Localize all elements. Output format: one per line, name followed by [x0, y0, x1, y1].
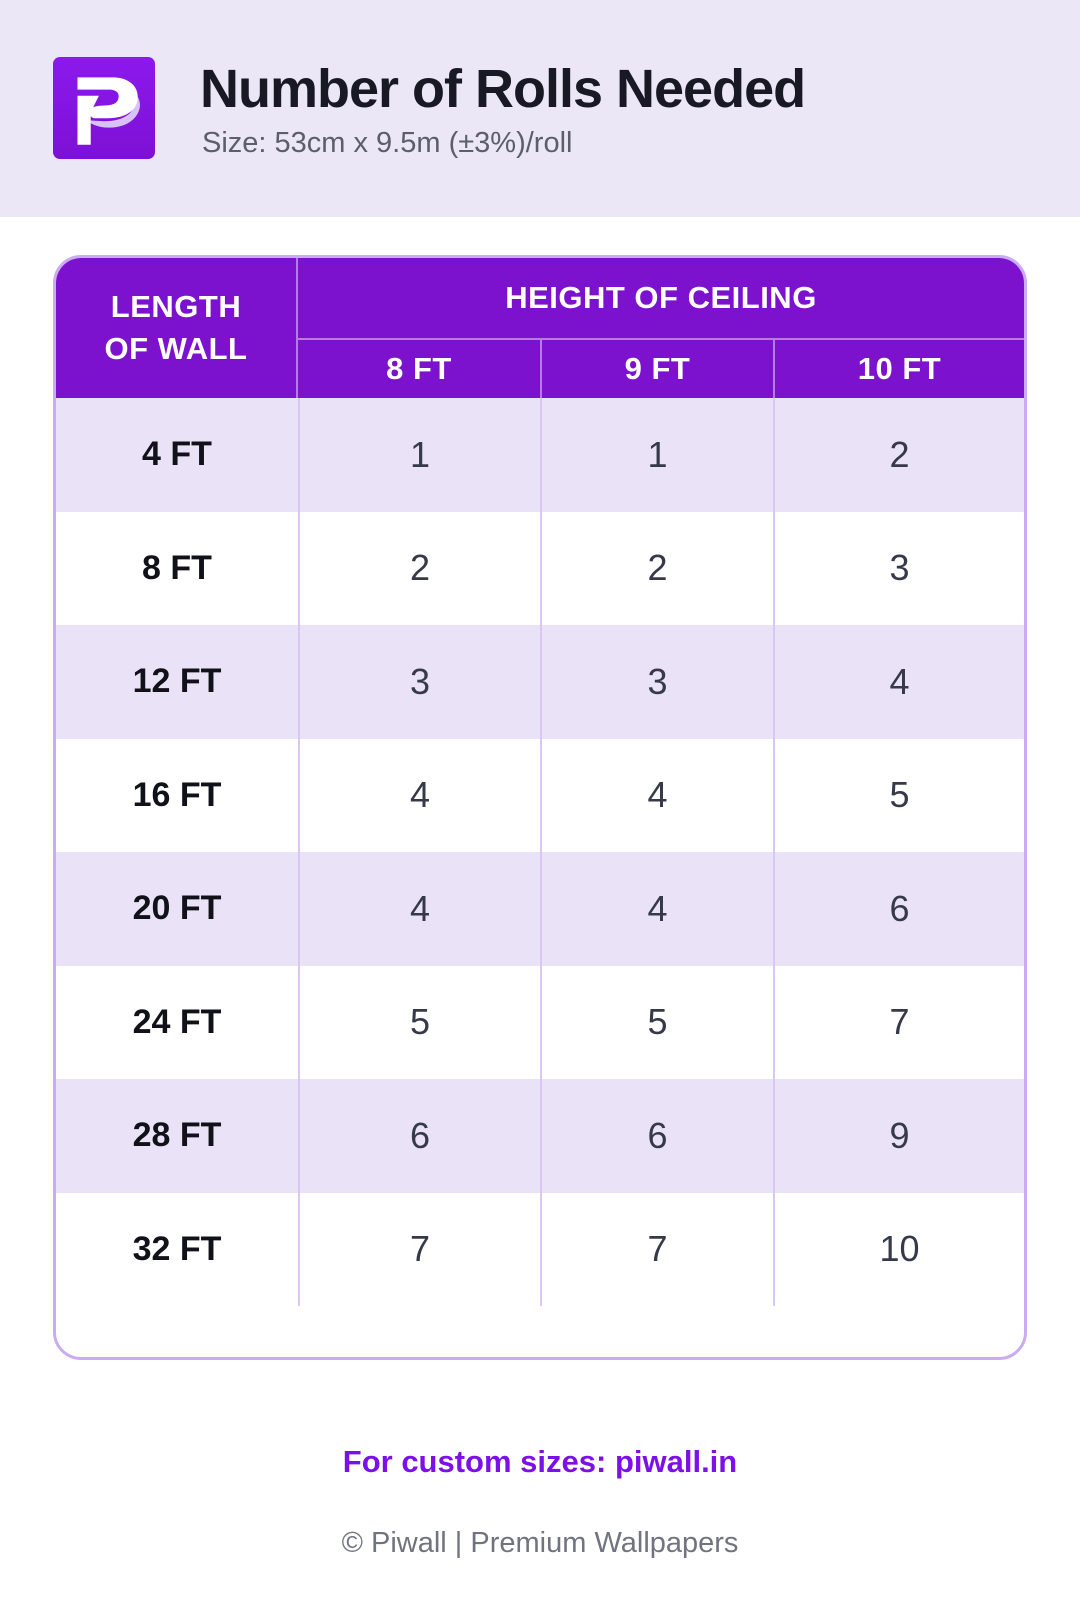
page-subtitle: Size: 53cm x 9.5m (±3%)/roll [202, 127, 573, 159]
cell-value: 5 [298, 965, 540, 1079]
cell-value: 9 [773, 1079, 1024, 1193]
copyright-text: © Piwall | Premium Wallpapers [341, 1527, 739, 1559]
cell-value: 6 [298, 1079, 540, 1193]
cell-value: 5 [540, 965, 773, 1079]
header-band [0, 0, 1080, 217]
logo-p-icon [77, 77, 140, 145]
table-row: 16 FT 4 4 5 [56, 738, 1024, 852]
table-row: 28 FT 6 6 9 [56, 1079, 1024, 1193]
group-header-height-of-ceiling: HEIGHT OF CEILING [298, 258, 1024, 340]
cell-value: 3 [540, 625, 773, 739]
table-row: 12 FT 3 3 4 [56, 625, 1024, 739]
cell-value: 4 [540, 852, 773, 966]
page-title: Number of Rolls Needed [200, 59, 806, 119]
custom-sizes-link: For custom sizes: piwall.in [342, 1444, 738, 1479]
table-row: 32 FT 7 7 10 [56, 1192, 1024, 1306]
corner-header-line1: LENGTH [110, 289, 242, 325]
cell-value: 4 [298, 738, 540, 852]
table-header: LENGTH OF WALL HEIGHT OF CEILING 8 FT 9 … [56, 258, 1024, 398]
table-row: 4 FT 1 1 2 [56, 398, 1024, 512]
cell-value: 3 [298, 625, 540, 739]
corner-header-line2: OF WALL [104, 331, 248, 366]
column-header-10ft: 10 FT [773, 340, 1024, 398]
corner-header-length-of-wall: LENGTH OF WALL [56, 258, 298, 398]
cell-value: 2 [540, 511, 773, 625]
table-row: 8 FT 2 2 3 [56, 511, 1024, 625]
row-label: 28 FT [132, 1116, 222, 1155]
cell-value: 4 [540, 738, 773, 852]
cell-value: 7 [298, 1192, 540, 1306]
cell-value: 7 [773, 965, 1024, 1079]
cell-value: 7 [540, 1192, 773, 1306]
cell-value: 10 [773, 1192, 1024, 1306]
cell-value: 6 [540, 1079, 773, 1193]
row-label: 4 FT [142, 435, 212, 474]
cell-value: 4 [298, 852, 540, 966]
cell-value: 1 [540, 398, 773, 512]
table-row: 20 FT 4 4 6 [56, 852, 1024, 966]
column-header-9ft: 9 FT [540, 340, 773, 398]
row-label: 20 FT [132, 889, 222, 928]
row-label: 8 FT [142, 548, 212, 587]
table-body: 4 FT 1 1 2 8 FT 2 2 3 12 FT 3 3 4 16 FT … [56, 398, 1024, 1306]
row-label: 32 FT [132, 1229, 222, 1268]
cell-value: 2 [298, 511, 540, 625]
piwall-logo [53, 57, 155, 159]
cell-value: 1 [298, 398, 540, 512]
cell-value: 3 [773, 511, 1024, 625]
cell-value: 5 [773, 738, 1024, 852]
row-label: 12 FT [132, 662, 222, 701]
cell-value: 2 [773, 398, 1024, 512]
row-label: 16 FT [132, 775, 222, 814]
column-header-8ft: 8 FT [386, 351, 452, 386]
cell-value: 4 [773, 625, 1024, 739]
rolls-table-card: LENGTH OF WALL HEIGHT OF CEILING 8 FT 9 … [53, 255, 1027, 1360]
table-row: 24 FT 5 5 7 [56, 965, 1024, 1079]
row-label: 24 FT [132, 1002, 222, 1041]
cell-value: 6 [773, 852, 1024, 966]
